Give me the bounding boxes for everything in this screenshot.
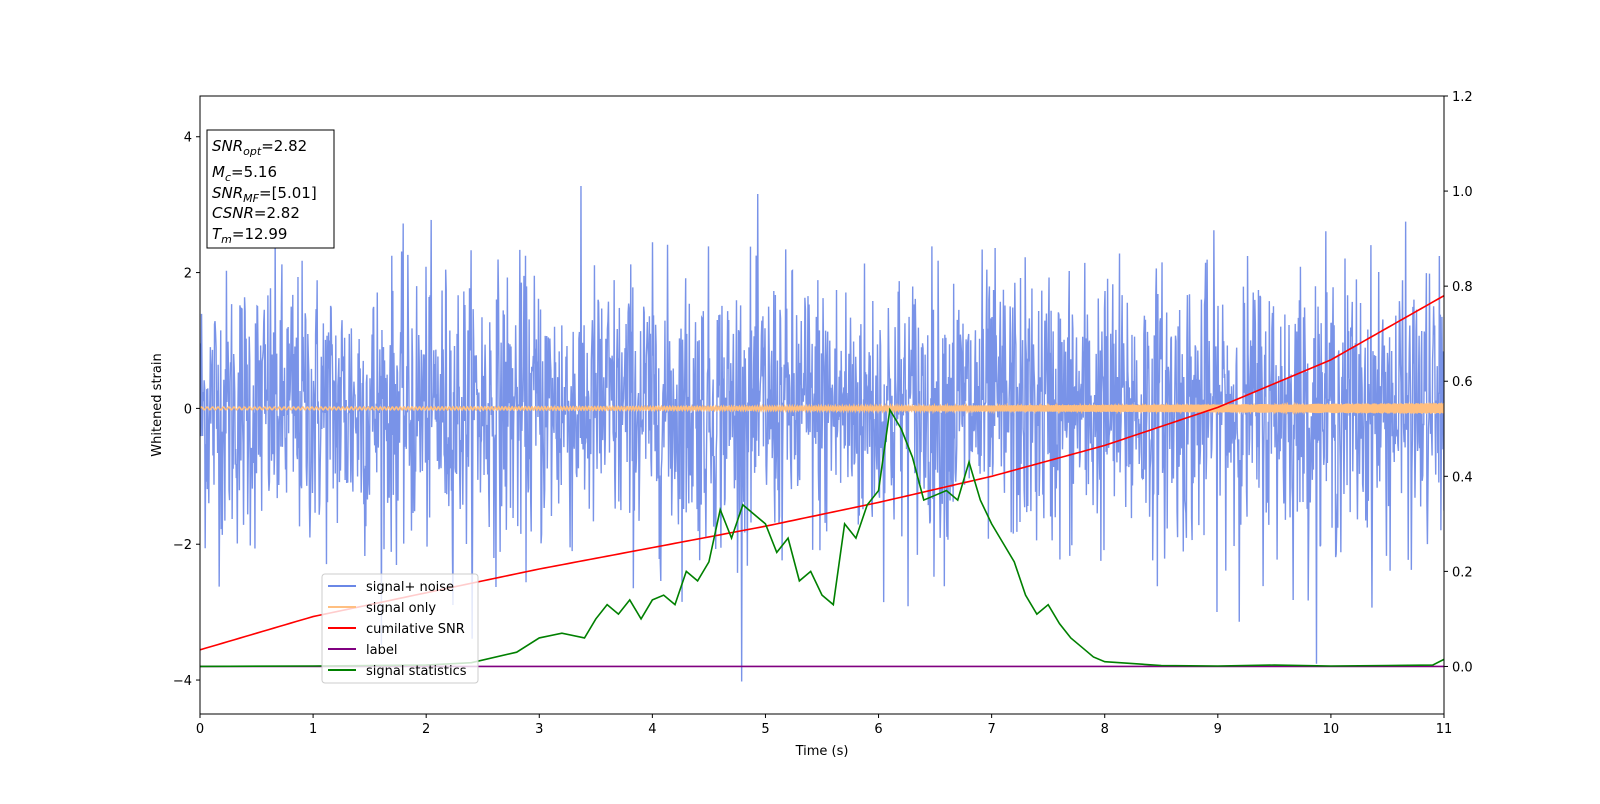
y-tick-label: 0: [184, 402, 192, 417]
info-snr-mf: SNRMF=[5.01]: [212, 184, 317, 205]
info-mc: Mc=5.16: [212, 163, 277, 184]
x-axis-label: Time (s): [795, 744, 849, 759]
y2-tick-label: 0.0: [1452, 660, 1473, 675]
y-axis-left: 4 2 0 −2 −4: [173, 131, 200, 689]
info-tm: Tm=12.99: [212, 225, 287, 246]
y-tick-label: −4: [173, 674, 192, 689]
x-tick-label: 8: [1101, 722, 1109, 737]
x-tick-label: 11: [1436, 722, 1453, 737]
y2-tick-label: 1.0: [1452, 185, 1473, 200]
y2-tick-label: 0.8: [1452, 280, 1473, 295]
y2-tick-label: 0.4: [1452, 470, 1473, 485]
info-box-frame: [206, 129, 335, 249]
legend-label: signal only: [366, 601, 436, 616]
signal-only-series: [200, 401, 1444, 416]
info-csnr: CSNR=2.82: [212, 204, 300, 222]
legend-label: signal statistics: [366, 664, 467, 679]
legend-label: cumilative SNR: [366, 622, 465, 637]
x-tick-label: 3: [535, 722, 543, 737]
y-tick-label: 4: [184, 131, 192, 146]
signal-statistics-line: [200, 407, 1444, 668]
noise-line: [200, 185, 1444, 682]
x-tick-label: 6: [874, 722, 882, 737]
x-axis: 0 1 2 3 4 5 6 7 8 9 10 11: [196, 714, 1452, 737]
noise-series: [200, 185, 1444, 682]
x-tick-label: 7: [987, 722, 995, 737]
legend: signal+ noise signal only cumilative SNR la…: [321, 573, 479, 684]
signal-only-line: [200, 401, 1444, 416]
plot-frame: [199, 95, 1445, 715]
x-tick-label: 5: [761, 722, 769, 737]
x-tick-label: 0: [196, 722, 204, 737]
x-tick-label: 4: [648, 722, 656, 737]
legend-frame: [321, 573, 479, 684]
y2-tick-label: 1.2: [1452, 90, 1473, 105]
x-tick-label: 2: [422, 722, 430, 737]
y-axis-right: 1.2 1.0 0.8 0.6 0.4 0.2 0.0: [1444, 90, 1473, 675]
y-axis-label: Whitened strain: [150, 353, 165, 456]
legend-label: signal+ noise: [366, 580, 454, 595]
y2-tick-label: 0.2: [1452, 565, 1473, 580]
info-snr-opt: SNRopt=2.82: [212, 137, 307, 158]
x-tick-label: 1: [309, 722, 317, 737]
y-tick-label: 2: [184, 267, 192, 282]
x-tick-label: 10: [1323, 722, 1340, 737]
y-tick-label: −2: [173, 538, 192, 553]
x-tick-label: 9: [1214, 722, 1222, 737]
legend-label: label: [366, 643, 397, 658]
info-box: SNRopt=2.82 Mc=5.16 SNRMF=[5.01] CSNR=2.…: [206, 129, 335, 249]
y2-tick-label: 0.6: [1452, 375, 1473, 390]
